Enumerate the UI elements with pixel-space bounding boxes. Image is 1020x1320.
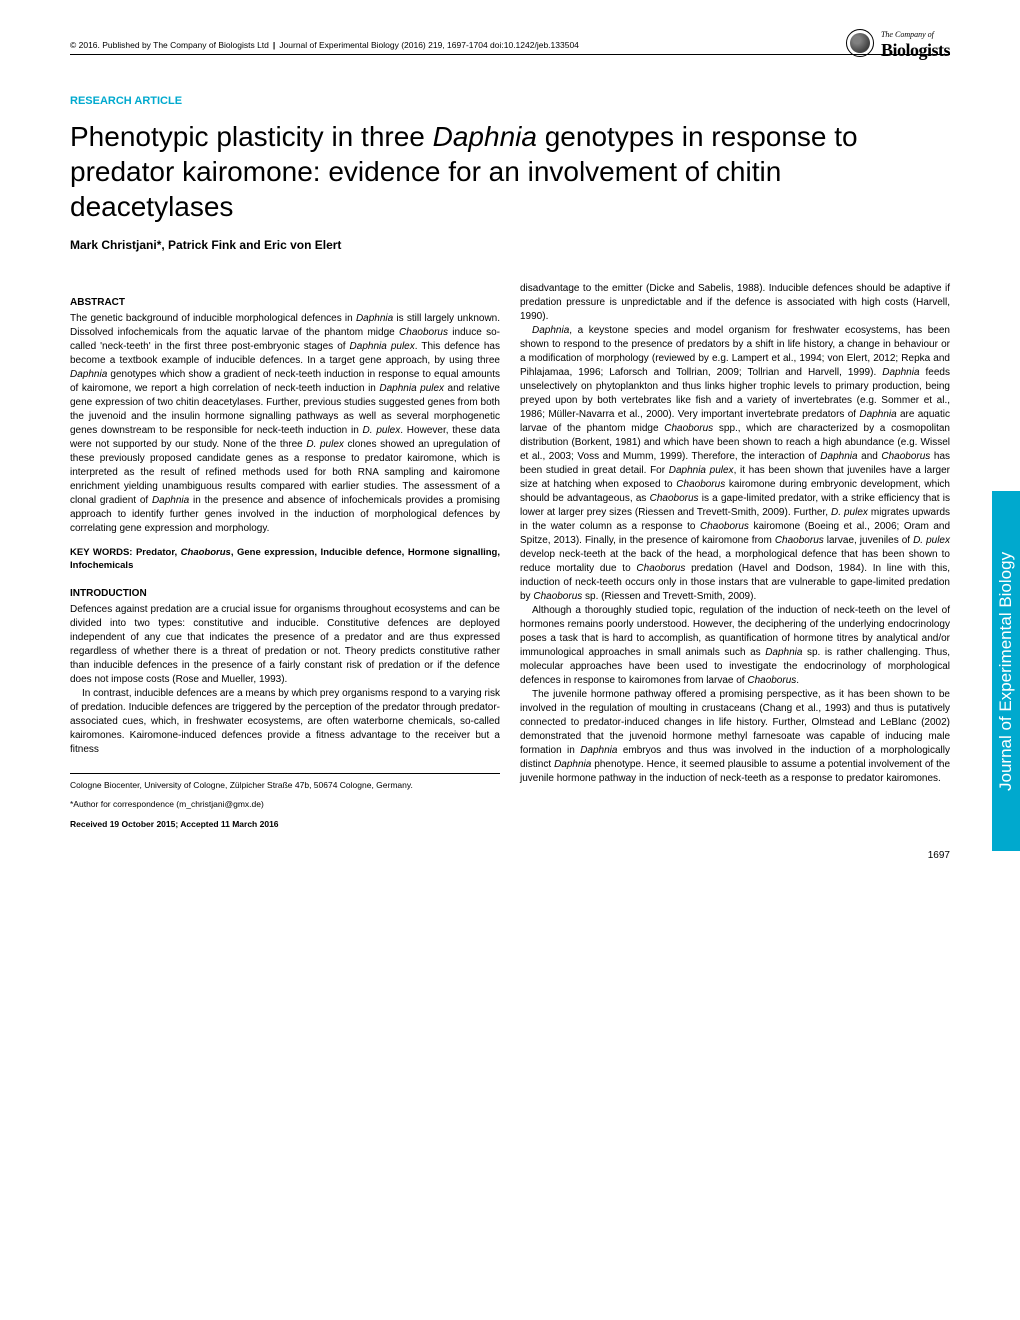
introduction-heading: INTRODUCTION (70, 587, 500, 601)
keywords: KEY WORDS: Predator, Chaoborus, Gene exp… (70, 546, 500, 573)
correspondence-text: *Author for correspondence (m_christjani… (70, 799, 500, 811)
copyright-text: © 2016. Published by The Company of Biol… (70, 40, 269, 50)
page-container: The Company of Biologists © 2016. Publis… (0, 0, 1020, 891)
journal-info: Journal of Experimental Biology (2016) 2… (279, 40, 579, 50)
left-column: ABSTRACT The genetic background of induc… (70, 282, 500, 830)
publisher-logo: The Company of Biologists (846, 25, 950, 61)
right-para-1: disadvantage to the emitter (Dicke and S… (520, 282, 950, 324)
affiliation-text: Cologne Biocenter, University of Cologne… (70, 780, 500, 791)
intro-para-2: In contrast, inducible defences are a me… (70, 687, 500, 757)
right-para-3: Although a thoroughly studied topic, reg… (520, 604, 950, 688)
right-para-4: The juvenile hormone pathway offered a p… (520, 688, 950, 786)
header-divider: | (273, 40, 275, 50)
header-bar: © 2016. Published by The Company of Biol… (70, 40, 950, 55)
dates-text: Received 19 October 2015; Accepted 11 Ma… (70, 819, 500, 831)
two-column-content: ABSTRACT The genetic background of induc… (70, 282, 950, 830)
footer-divider (70, 773, 500, 774)
logo-small-text: The Company of (881, 30, 934, 39)
abstract-heading: ABSTRACT (70, 296, 500, 310)
journal-side-tab: Journal of Experimental Biology (992, 491, 1020, 851)
page-number: 1697 (70, 850, 950, 861)
logo-circle-icon (846, 29, 874, 57)
intro-para-1: Defences against predation are a crucial… (70, 603, 500, 687)
logo-main-text: Biologists (881, 40, 950, 60)
article-type-label: RESEARCH ARTICLE (70, 95, 950, 107)
right-column: disadvantage to the emitter (Dicke and S… (520, 282, 950, 830)
right-para-2: Daphnia, a keystone species and model or… (520, 324, 950, 604)
article-title: Phenotypic plasticity in three Daphnia g… (70, 119, 950, 224)
abstract-text: The genetic background of inducible morp… (70, 312, 500, 536)
authors-list: Mark Christjani*, Patrick Fink and Eric … (70, 238, 950, 252)
